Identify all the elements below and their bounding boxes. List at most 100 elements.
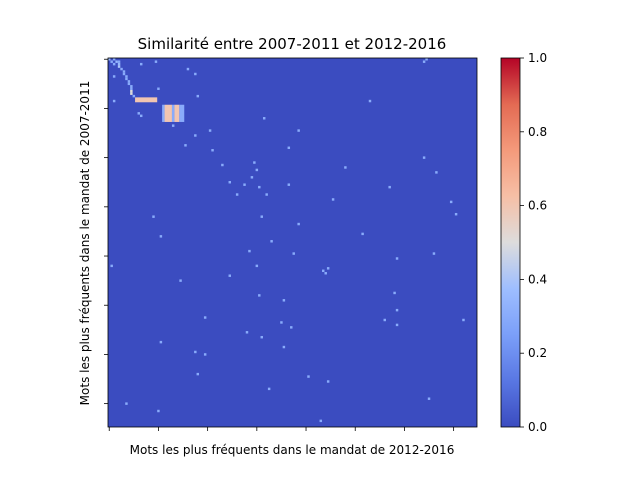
- heatmap-cell: [435, 171, 438, 174]
- heatmap-cell: [228, 274, 231, 277]
- heatmap-cell: [171, 124, 175, 127]
- heatmap-cell: [282, 299, 286, 302]
- heatmap-cell: [368, 99, 372, 103]
- heatmap-cell: [393, 291, 396, 295]
- x-axis-label: Mots les plus fréquents dans le mandat d…: [130, 443, 455, 457]
- heatmap-cell: [250, 176, 254, 179]
- heatmap-block-3: [171, 104, 175, 122]
- heatmap-cell: [248, 249, 251, 253]
- heatmap-cell: [388, 185, 391, 189]
- heatmap-cell: [432, 252, 436, 255]
- heatmap-cell: [270, 240, 273, 243]
- heatmap-frame: [107, 57, 478, 428]
- heatmap-cell: [395, 323, 399, 327]
- y-axis-ticks: [104, 58, 108, 405]
- heatmap-cell: [117, 62, 121, 66]
- heatmap-cell: [462, 318, 465, 322]
- heatmap-cells: [108, 58, 465, 423]
- heatmap-cell: [395, 308, 399, 312]
- heatmap-cell: [112, 75, 116, 78]
- heatmap-cell: [112, 99, 116, 103]
- heatmap-cell: [255, 264, 259, 268]
- heatmap-cell: [203, 316, 207, 319]
- heatmap-cell: [130, 89, 133, 93]
- heatmap-cell: [265, 193, 268, 196]
- heatmap-block-1: [162, 104, 165, 122]
- heatmap-cell: [132, 94, 136, 98]
- heatmap-cell: [137, 112, 140, 115]
- heatmap-cell: [125, 77, 128, 81]
- heatmap-cell: [208, 129, 212, 132]
- heatmap-cell: [152, 215, 155, 218]
- heatmap-cell: [122, 72, 126, 76]
- heatmap-cell: [221, 163, 224, 167]
- heatmap-cell: [157, 409, 160, 413]
- heatmap-cell: [292, 252, 295, 255]
- heatmap-cell: [186, 67, 190, 71]
- heatmap-cell: [245, 331, 249, 334]
- heatmap-cell: [196, 94, 200, 98]
- heatmap-cell: [425, 58, 428, 61]
- heatmap-cell: [361, 232, 364, 236]
- colorbar: [500, 57, 521, 428]
- heatmap-block-4: [174, 104, 180, 122]
- heatmap-cell: [139, 114, 143, 118]
- heatmap-cell: [287, 146, 291, 150]
- heatmap-cell: [262, 117, 266, 120]
- heatmap-cell: [184, 144, 187, 147]
- heatmap-cell: [130, 85, 133, 88]
- heatmap-cell: [307, 375, 310, 378]
- heatmap-cell: [395, 257, 399, 260]
- heatmap-block-5: [179, 104, 185, 122]
- heatmap-cell: [260, 335, 263, 339]
- heatmap-cell: [130, 87, 133, 90]
- heatmap-cell: [122, 70, 126, 73]
- heatmap-cell: [454, 212, 458, 216]
- heatmap-cell: [427, 397, 431, 400]
- heatmap-cell: [290, 326, 293, 329]
- heatmap-cell: [179, 279, 182, 282]
- heatmap-cell: [287, 183, 291, 186]
- heatmap-cell: [449, 200, 453, 204]
- heatmap-cell: [331, 198, 335, 201]
- heatmap-cell: [258, 185, 261, 189]
- heatmap-cell: [258, 294, 261, 297]
- heatmap-cell: [253, 161, 256, 164]
- heatmap-cell: [139, 62, 143, 66]
- heatmap-cell: [324, 272, 327, 275]
- heatmap-cell: [112, 62, 116, 66]
- heatmap-cell: [115, 60, 118, 63]
- heatmap-cell: [159, 235, 163, 238]
- heatmap-cell: [235, 193, 239, 196]
- heatmap-cell: [127, 82, 131, 86]
- colorbar-tick-label: 0.8: [528, 125, 547, 139]
- colorbar-tick-label: 0.0: [528, 420, 547, 434]
- colorbar-ticks: 0.0 0.2 0.4 0.6 0.8 1.0: [520, 51, 547, 434]
- heatmap-cell: [159, 340, 163, 344]
- heatmap-cell: [157, 87, 160, 90]
- heatmap-cell: [297, 222, 300, 226]
- heatmap-cell: [110, 60, 113, 63]
- heatmap-cell: [211, 149, 214, 152]
- chart-title: Similarité entre 2007-2011 et 2012-2016: [138, 35, 447, 53]
- heatmap-cell: [422, 156, 426, 159]
- heatmap-cell: [280, 321, 283, 324]
- heatmap-cell: [112, 58, 116, 61]
- heatmap-cell: [154, 60, 158, 63]
- heatmap-block-2: [164, 104, 172, 122]
- heatmap-cell: [194, 350, 197, 354]
- colorbar-tick-label: 0.2: [528, 346, 547, 360]
- heatmap-cell: [383, 318, 386, 322]
- heatmap-cell: [319, 419, 323, 423]
- heatmap-cell: [243, 183, 246, 186]
- heatmap-cell: [117, 60, 121, 63]
- heatmap-cell: [297, 129, 300, 132]
- heatmap-cell: [326, 380, 330, 383]
- colorbar-tick-label: 0.4: [528, 272, 547, 286]
- x-axis-ticks: [108, 427, 455, 431]
- heatmap-cell: [282, 345, 286, 349]
- heatmap-cell: [194, 134, 197, 137]
- y-axis-label: Mots les plus fréquents dans le mandat d…: [78, 81, 92, 406]
- heatmap-cell: [194, 72, 197, 76]
- heatmap-cell: [120, 67, 123, 71]
